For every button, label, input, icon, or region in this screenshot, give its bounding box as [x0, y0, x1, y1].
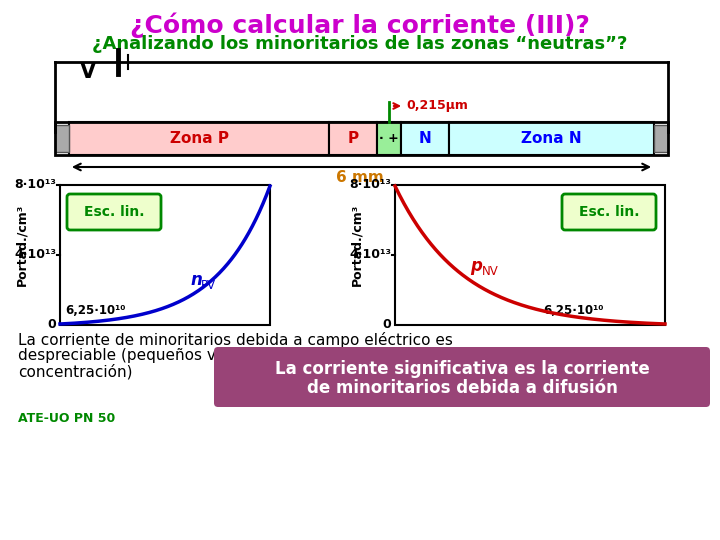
- FancyBboxPatch shape: [67, 194, 161, 230]
- Text: Esc. lin.: Esc. lin.: [84, 205, 144, 219]
- Text: ¿Analizando los minoritarios de las zonas “neutras”?: ¿Analizando los minoritarios de las zona…: [92, 35, 628, 53]
- Bar: [401, 122, 449, 155]
- Bar: [60, 185, 270, 325]
- Text: PV: PV: [201, 279, 216, 292]
- Bar: [654, 125, 668, 152]
- Text: ATE-UO PN 50: ATE-UO PN 50: [18, 412, 115, 425]
- Text: NV: NV: [482, 265, 498, 278]
- Text: 0: 0: [48, 319, 56, 332]
- Text: La corriente de minoritarios debida a campo eléctrico es: La corriente de minoritarios debida a ca…: [18, 332, 453, 348]
- Text: 0,215μm: 0,215μm: [406, 99, 468, 112]
- Bar: [55, 125, 69, 152]
- Text: 6,25·10¹⁰: 6,25·10¹⁰: [65, 304, 125, 317]
- Text: 8·10¹³: 8·10¹³: [14, 179, 56, 192]
- Text: de minoritarios debida a difusión: de minoritarios debida a difusión: [307, 380, 618, 397]
- Text: ¿Cómo calcular la corriente (III)?: ¿Cómo calcular la corriente (III)?: [130, 12, 590, 37]
- Bar: [449, 122, 654, 155]
- Text: N: N: [418, 131, 431, 146]
- Bar: [395, 185, 665, 325]
- Bar: [377, 122, 401, 155]
- Text: V: V: [80, 62, 96, 82]
- Text: Zona P: Zona P: [169, 131, 228, 146]
- Bar: [329, 122, 377, 155]
- Text: 0: 0: [382, 319, 391, 332]
- Text: 6 mm: 6 mm: [336, 170, 384, 185]
- Text: despreciable (pequeños valores del  campo y pequeña: despreciable (pequeños valores del campo…: [18, 348, 438, 363]
- Bar: [69, 122, 329, 155]
- Text: Esc. lin.: Esc. lin.: [579, 205, 639, 219]
- Text: P: P: [348, 131, 359, 146]
- Text: 4·10¹³: 4·10¹³: [14, 248, 56, 261]
- Text: Portad./cm³: Portad./cm³: [351, 204, 364, 286]
- Text: Zona N: Zona N: [521, 131, 582, 146]
- FancyBboxPatch shape: [214, 347, 710, 407]
- Text: Portad./cm³: Portad./cm³: [16, 204, 29, 286]
- Text: 6,25·10¹⁰: 6,25·10¹⁰: [544, 304, 604, 317]
- Text: concentración): concentración): [18, 364, 132, 380]
- Text: p: p: [471, 257, 482, 275]
- Text: La corriente significativa es la corriente: La corriente significativa es la corrien…: [274, 360, 649, 378]
- Bar: [55, 122, 668, 155]
- Text: n: n: [190, 271, 202, 289]
- Text: 8·10¹³: 8·10¹³: [349, 179, 391, 192]
- Text: · +: · +: [379, 132, 399, 145]
- FancyBboxPatch shape: [562, 194, 656, 230]
- Text: 4·10¹³: 4·10¹³: [349, 248, 391, 261]
